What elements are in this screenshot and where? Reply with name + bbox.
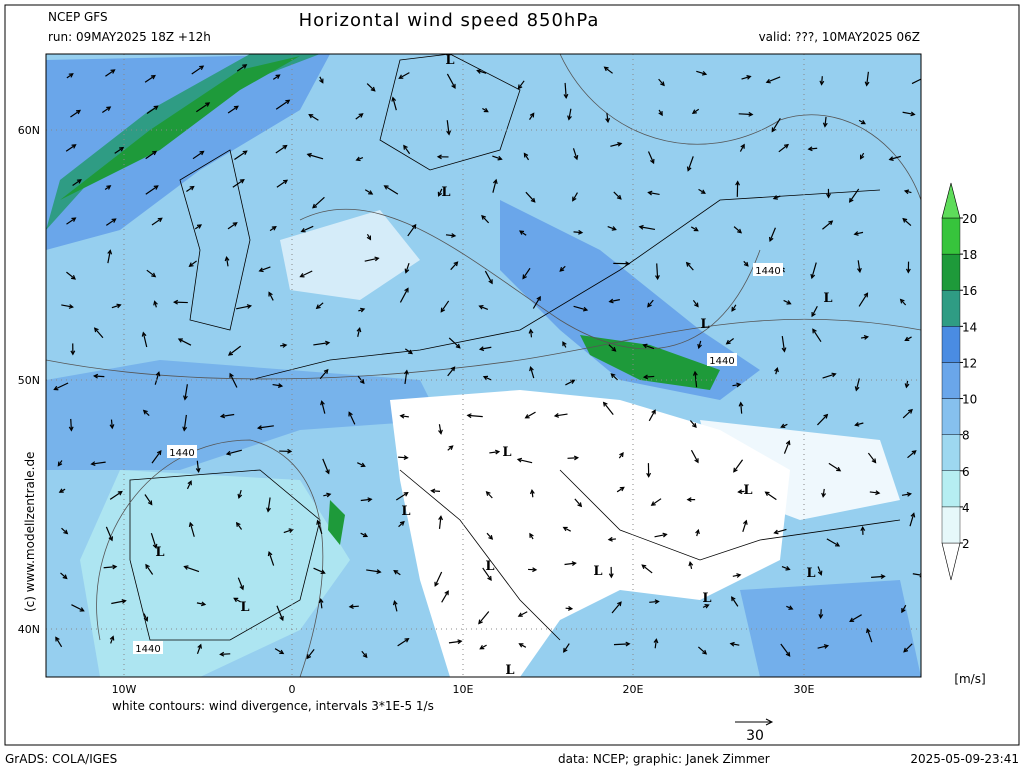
- latitude-label: 60N: [18, 124, 40, 137]
- colorbar: 2 4 6 8 10 12 14 16 18 20: [942, 183, 977, 580]
- colorbar-band: [942, 399, 960, 435]
- colorbar-label: 18: [962, 248, 977, 262]
- low-pressure-mark: L: [743, 483, 752, 498]
- contour-label: 1440: [709, 356, 734, 367]
- colorbar-label: 20: [962, 212, 977, 226]
- colorbar-label: 16: [962, 284, 977, 298]
- colorbar-band: [942, 435, 960, 471]
- colorbar-label: 12: [962, 356, 977, 370]
- longitude-label: 20E: [623, 683, 644, 696]
- contour-label: 1440: [169, 448, 194, 459]
- colorbar-below: [942, 543, 960, 580]
- low-pressure-mark: L: [806, 566, 815, 581]
- colorbar-unit: [m/s]: [954, 672, 985, 686]
- colorbar-band: [942, 218, 960, 254]
- contour-label: 1440: [135, 644, 160, 655]
- colorbar-label: 10: [962, 393, 977, 407]
- software: GrADS: COLA/IGES: [5, 752, 117, 766]
- reference-vector-label: 30: [746, 728, 764, 744]
- colorbar-above: [942, 183, 960, 218]
- colorbar-label: 4: [962, 501, 970, 515]
- model-name: NCEP GFS: [48, 10, 108, 24]
- low-pressure-mark: L: [502, 445, 511, 460]
- longitude-label: 0: [289, 683, 296, 696]
- low-pressure-mark: L: [445, 53, 454, 68]
- colorbar-band: [942, 471, 960, 507]
- wind-arrow-head: [921, 77, 925, 80]
- low-pressure-mark: L: [700, 317, 709, 332]
- latitude-label: 50N: [18, 374, 40, 387]
- colorbar-band: [942, 362, 960, 398]
- longitude-label: 30E: [794, 683, 815, 696]
- run-info: run: 09MAY2025 18Z +12h: [48, 30, 211, 44]
- divergence-note: white contours: wind divergence, interva…: [112, 699, 434, 713]
- latitude-label: 40N: [18, 623, 40, 636]
- low-pressure-mark: L: [240, 600, 249, 615]
- longitude-label: 10E: [453, 683, 474, 696]
- colorbar-label: 2: [962, 537, 970, 551]
- colorbar-label: 8: [962, 429, 970, 443]
- credits: data: NCEP; graphic: Janek Zimmer: [558, 752, 770, 766]
- low-pressure-mark: L: [823, 291, 832, 306]
- wind-arrow: [614, 644, 629, 645]
- valid-info: valid: ???, 10MAY2025 06Z: [759, 30, 920, 44]
- low-pressure-mark: L: [401, 504, 410, 519]
- timestamp: 2025-05-09-23:41: [910, 752, 1019, 766]
- low-pressure-mark: L: [441, 185, 450, 200]
- map-title: Horizontal wind speed 850hPa: [299, 10, 600, 31]
- wind-field: [740, 580, 921, 677]
- colorbar-band: [942, 290, 960, 326]
- colorbar-label: 14: [962, 320, 977, 334]
- low-pressure-mark: L: [505, 663, 514, 678]
- colorbar-band: [942, 254, 960, 290]
- low-pressure-mark: L: [155, 545, 164, 560]
- contour-label: 1440: [755, 266, 780, 277]
- low-pressure-mark: L: [593, 564, 602, 579]
- colorbar-band: [942, 507, 960, 543]
- low-pressure-mark: L: [702, 591, 711, 606]
- colorbar-label: 6: [962, 465, 970, 479]
- colorbar-band: [942, 326, 960, 362]
- map-area: [46, 54, 925, 677]
- low-pressure-mark: L: [485, 559, 494, 574]
- copyright: (c) www.modellzentrale.de: [23, 452, 37, 612]
- longitude-label: 10W: [112, 683, 137, 696]
